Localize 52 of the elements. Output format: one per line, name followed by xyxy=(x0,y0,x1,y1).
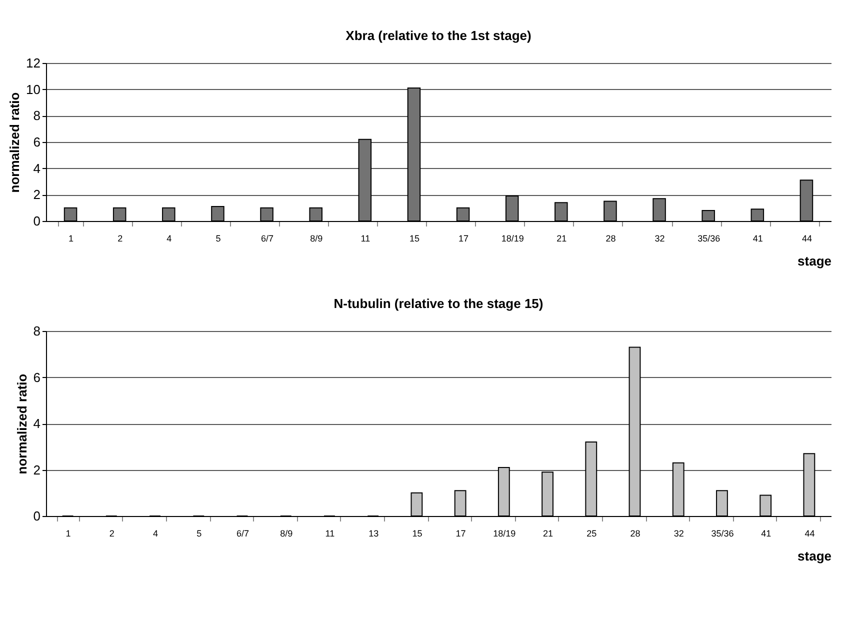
x-tick-label: 32 xyxy=(674,528,684,538)
x-tick-label: 41 xyxy=(752,234,763,244)
y-tick-label: 0 xyxy=(33,214,40,228)
y-tick-label: 4 xyxy=(33,160,40,176)
x-tick-label: 28 xyxy=(606,234,616,244)
x-tick-label: 6/7 xyxy=(261,234,274,244)
y-tick-label: 6 xyxy=(33,134,40,150)
x-tick-label: 21 xyxy=(543,528,554,538)
x-tick-label: 25 xyxy=(586,528,597,538)
x-tick-label: 35/36 xyxy=(711,528,734,538)
x-tick-label: 5 xyxy=(196,528,202,538)
x-tick-label: 1 xyxy=(66,528,71,538)
x-tick-label: 35/36 xyxy=(698,234,720,244)
y-tick-label: 2 xyxy=(33,462,40,478)
x-tick-label: 32 xyxy=(654,234,665,244)
x-tick-label: 2 xyxy=(118,234,123,244)
y-tick-label: 12 xyxy=(26,56,40,70)
chart-title: Xbra (relative to the 1st stage) xyxy=(346,28,532,43)
x-tick-label: 4 xyxy=(153,528,158,538)
x-tick-label: 18/19 xyxy=(493,528,516,538)
x-tick-label: 5 xyxy=(216,234,221,244)
x-tick-label: 15 xyxy=(409,234,420,244)
x-tick-label: 17 xyxy=(458,234,469,244)
x-tick-label: 8/9 xyxy=(310,234,323,244)
x-axis-title: stage xyxy=(798,254,832,268)
chart-title: N-tubulin (relative to the stage 15) xyxy=(334,296,544,311)
x-tick-label: 17 xyxy=(456,528,466,538)
x-tick-label: 21 xyxy=(556,234,567,244)
x-tick-label: 4 xyxy=(166,234,172,244)
x-tick-label: 18/19 xyxy=(501,234,524,244)
x-tick-label: 41 xyxy=(761,528,772,538)
x-tick-label: 44 xyxy=(802,234,812,244)
y-tick-label: 0 xyxy=(33,508,40,524)
x-tick-label: 11 xyxy=(360,234,370,244)
x-tick-label: 11 xyxy=(325,528,335,538)
x-tick-label: 44 xyxy=(804,528,815,538)
y-tick-label: 4 xyxy=(33,416,40,431)
y-axis-title: normalized ratio xyxy=(7,92,22,193)
y-tick-label: 6 xyxy=(33,370,40,385)
x-tick-label: 1 xyxy=(68,234,74,244)
y-tick-label: 10 xyxy=(26,82,40,97)
x-tick-label: 15 xyxy=(412,528,422,538)
y-tick-label: 8 xyxy=(33,324,40,338)
x-tick-label: 28 xyxy=(630,528,640,538)
y-tick-label: 2 xyxy=(33,187,40,202)
y-axis-title: normalized ratio xyxy=(14,374,30,474)
x-tick-label: 2 xyxy=(109,528,114,538)
x-axis-title: stage xyxy=(798,548,832,564)
x-tick-label: 8/9 xyxy=(280,528,293,538)
x-tick-label: 13 xyxy=(368,528,379,538)
x-tick-label: 6/7 xyxy=(236,528,250,538)
y-tick-label: 8 xyxy=(33,108,40,124)
